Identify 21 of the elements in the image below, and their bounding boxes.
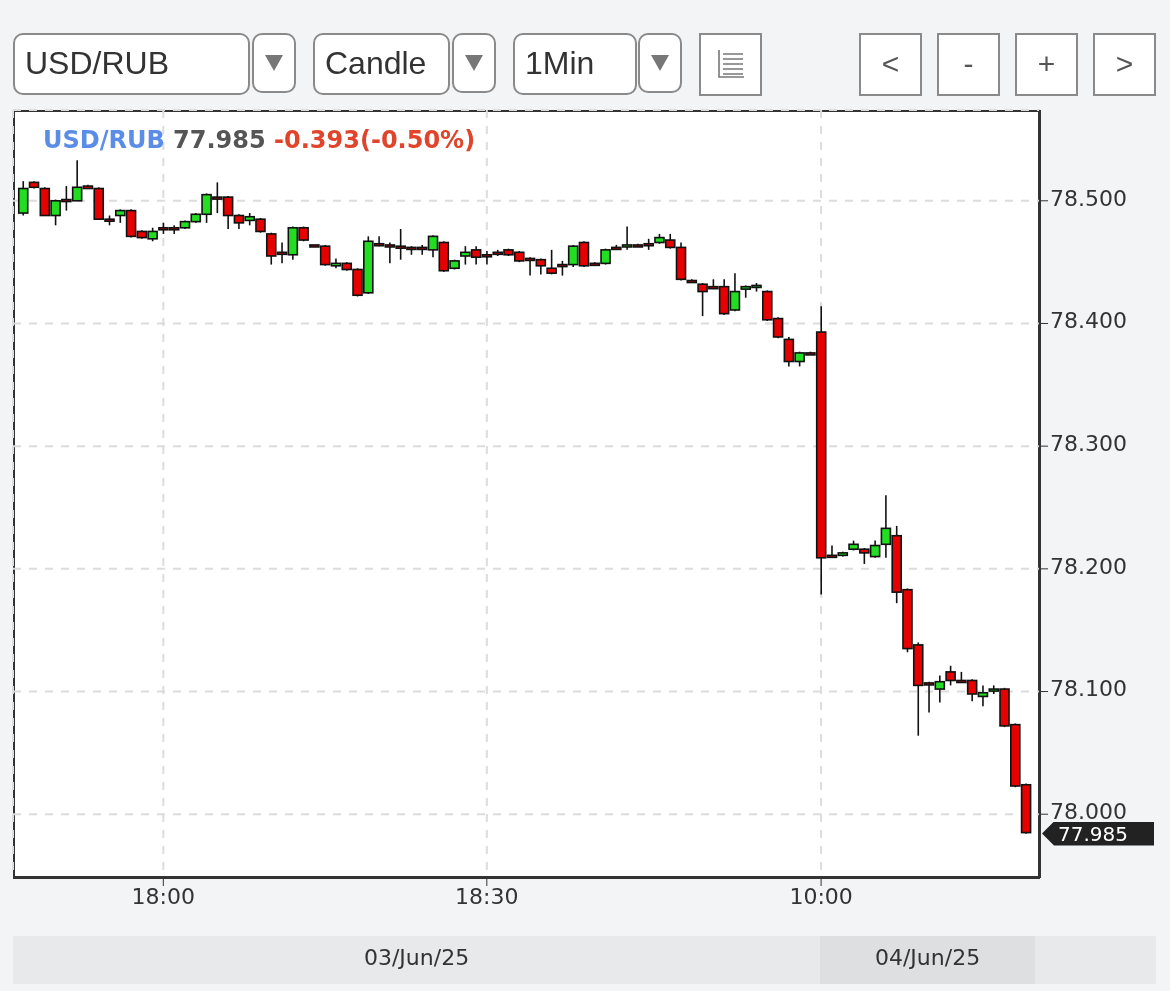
y-tick-label: 78.400 (1050, 308, 1127, 334)
text: - (937, 33, 1000, 96)
x-tick-label: 18:30 (455, 883, 519, 909)
text: USD/RUB (43, 126, 165, 154)
x-tick-label: 18:00 (131, 883, 196, 909)
y-tick-label: 78.100 (1050, 676, 1127, 702)
text: 77.985 -0.393(-0.50%) (172, 126, 476, 154)
y-tick-label: 78.300 (1050, 430, 1127, 456)
text: USD/RUB (13, 33, 250, 95)
text: > (1093, 33, 1156, 96)
text: 04/Jun/25 (873, 945, 982, 970)
x-tick-label: 10:00 (789, 883, 853, 909)
text: 77.985 (1042, 821, 1154, 846)
y-tick-label: 78.500 (1050, 185, 1127, 211)
text: 03/Jun/25 (362, 945, 471, 970)
text: + (1015, 33, 1078, 96)
text: 1Min (513, 33, 637, 95)
text: < (859, 33, 922, 96)
y-tick-label: 78.200 (1050, 553, 1127, 579)
candlestick (546, 249, 557, 276)
text: Candle (313, 33, 450, 95)
